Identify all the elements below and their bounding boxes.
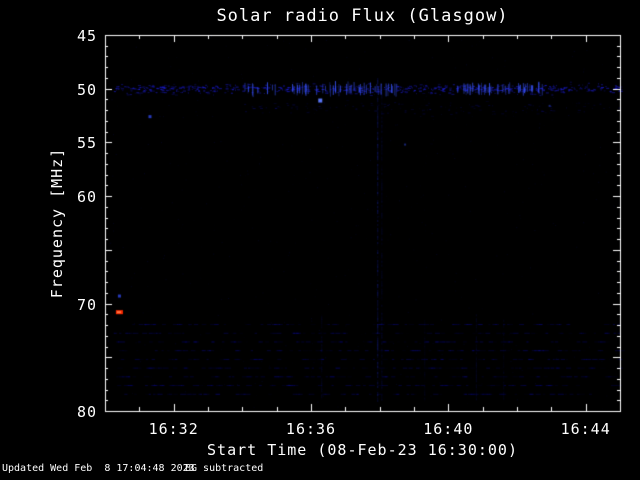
x-tick-label: 16:36: [285, 420, 337, 438]
y-tick-label: 55: [76, 134, 97, 153]
bg-subtracted-text: BG subtracted: [185, 463, 264, 474]
x-axis-label: Start Time (08-Feb-23 16:30:00): [207, 441, 518, 459]
chart-title: Solar radio Flux (Glasgow): [216, 6, 509, 26]
y-tick-label: 80: [76, 403, 97, 421]
y-tick-label: 45: [76, 27, 97, 45]
y-tick-label: 50: [76, 80, 97, 99]
footer-updated-text: Updated Wed Feb 8 17:04:48 2023: [2, 463, 195, 474]
x-tick-label: 16:40: [423, 420, 474, 438]
x-tick-label: 16:32: [148, 420, 199, 438]
y-tick-label: 70: [76, 295, 97, 314]
y-tick-label: 60: [76, 188, 97, 207]
y-axis-label: Frequency [MHz]: [48, 147, 66, 299]
x-tick-label: 16:44: [560, 420, 611, 438]
footer: Updated Wed Feb 8 17:04:48 2023 BG subtr…: [0, 463, 640, 477]
